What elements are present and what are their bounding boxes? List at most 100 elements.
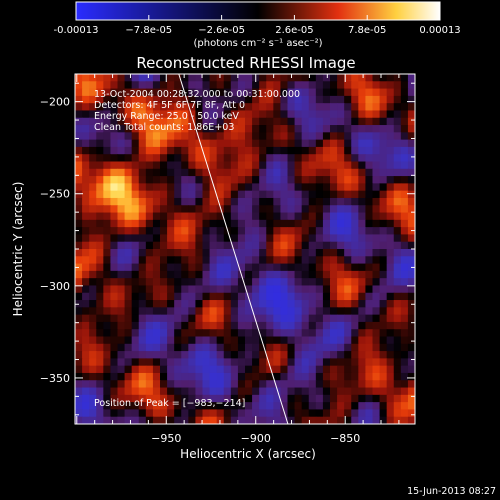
heatmap-cell (273, 300, 282, 308)
heatmap-cell (138, 372, 147, 381)
heatmap-cell (174, 402, 182, 411)
heatmap-cell (344, 197, 352, 206)
heatmap-cell (400, 387, 409, 396)
heatmap-cell (386, 336, 395, 345)
heatmap-cell (110, 307, 119, 316)
heatmap-cell (344, 74, 352, 82)
heatmap-cell (308, 74, 317, 82)
heatmap-cell (330, 161, 338, 170)
heatmap-cell (131, 139, 140, 148)
heatmap-cell (89, 139, 97, 148)
heatmap-cell (188, 394, 197, 403)
heatmap-cell (386, 117, 395, 126)
heatmap-cell (117, 358, 126, 367)
heatmap-cell (103, 241, 112, 250)
heatmap-cell (138, 132, 147, 141)
heatmap-cell (365, 95, 374, 104)
heatmap-cell (152, 74, 161, 82)
heatmap-cell (308, 263, 317, 272)
heatmap-cell (308, 110, 317, 119)
heatmap-cell (82, 300, 90, 308)
heatmap-cell (160, 95, 168, 104)
heatmap-cell (223, 351, 232, 359)
heatmap-cell (330, 387, 338, 396)
heatmap-cell (315, 146, 324, 155)
heatmap-cell (330, 219, 338, 228)
heatmap-cell (386, 168, 395, 177)
heatmap-cell (237, 365, 246, 374)
heatmap-cell (145, 270, 154, 279)
heatmap-cell (117, 402, 126, 411)
heatmap-cell (230, 256, 239, 265)
heatmap-cell (138, 241, 147, 250)
heatmap-cell (82, 321, 90, 330)
heatmap-cell (294, 227, 303, 236)
colorbar-tick-label: 7.8e-05 (348, 25, 386, 36)
heatmap-cell (103, 380, 112, 389)
heatmap-cell (230, 402, 239, 411)
heatmap-cell (365, 292, 374, 301)
heatmap-cell (351, 321, 359, 330)
heatmap-cell (344, 278, 352, 287)
heatmap-cell (110, 176, 119, 184)
heatmap-cell (287, 183, 296, 192)
heatmap-cell (216, 110, 225, 119)
heatmap-cell (337, 329, 345, 338)
heatmap-cell (358, 343, 367, 352)
heatmap-cell (407, 321, 415, 330)
heatmap-cell (344, 365, 352, 374)
heatmap-cell (386, 110, 395, 119)
heatmap-cell (280, 336, 289, 345)
heatmap-cell (308, 372, 317, 381)
heatmap-cell (393, 190, 402, 199)
heatmap-cell (330, 197, 338, 206)
heatmap-cell (188, 307, 197, 316)
colorbar (75, 1, 441, 21)
heatmap-cell (131, 380, 140, 389)
heatmap-cell (89, 146, 97, 155)
heatmap-cell (337, 190, 345, 199)
heatmap-cell (337, 292, 345, 301)
heatmap-cell (400, 380, 409, 389)
heatmap-cell (82, 168, 90, 177)
heatmap-cell (145, 95, 154, 104)
heatmap-cell (400, 336, 409, 345)
heatmap-cell (160, 307, 168, 316)
heatmap-cell (351, 270, 359, 279)
heatmap-cell (259, 270, 267, 279)
heatmap-cell (160, 227, 168, 236)
heatmap-cell (209, 110, 218, 119)
heatmap-cell (372, 416, 381, 424)
heatmap-cell (379, 146, 388, 155)
heatmap-cell (322, 110, 331, 119)
heatmap-cell (152, 212, 161, 221)
heatmap-cell (337, 197, 345, 206)
heatmap-cell (89, 314, 97, 323)
heatmap-cell (344, 190, 352, 199)
heatmap-cell (365, 394, 374, 403)
heatmap-cell (181, 314, 189, 323)
heatmap-cell (315, 329, 324, 338)
heatmap-cell (174, 110, 182, 119)
heatmap-cell (223, 343, 232, 352)
heatmap-cell (131, 227, 140, 236)
heatmap-cell (209, 249, 218, 257)
heatmap-cell (358, 132, 367, 141)
heatmap-cell (138, 292, 147, 301)
heatmap-cell (344, 321, 352, 330)
heatmap-cell (280, 402, 289, 411)
heatmap-cell (230, 132, 239, 141)
heatmap-cell (145, 146, 154, 155)
heatmap-cell (152, 190, 161, 199)
heatmap-cell (152, 336, 161, 345)
heatmap-cell (216, 88, 225, 97)
heatmap-cell (223, 241, 232, 250)
heatmap-cell (110, 292, 119, 301)
heatmap-cell (365, 336, 374, 345)
heatmap-cell (344, 394, 352, 403)
heatmap-cell (400, 205, 409, 214)
heatmap-cell (188, 285, 197, 294)
heatmap-cell (259, 139, 267, 148)
heatmap-cell (230, 307, 239, 316)
heatmap-cell (351, 146, 359, 155)
